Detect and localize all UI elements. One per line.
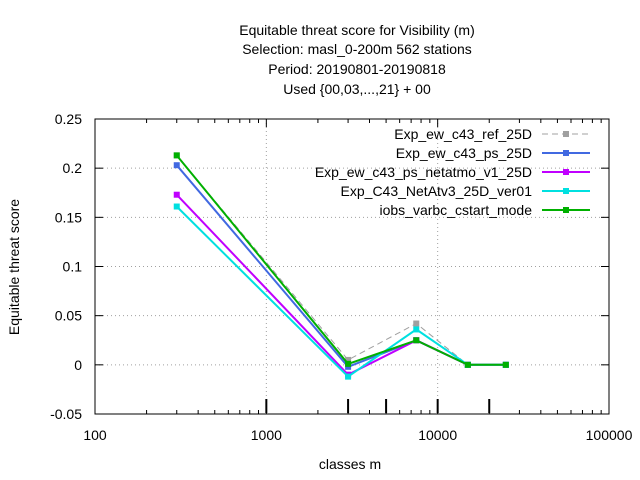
- series-5-point: [464, 361, 471, 368]
- legend-label-5: iobs_varbc_cstart_mode: [379, 202, 532, 218]
- series-2-point: [173, 162, 180, 169]
- title-line-2: Selection: masl_0-200m 562 stations: [242, 41, 472, 57]
- y-tick-label: -0.05: [50, 406, 82, 422]
- legend-label-4: Exp_C43_NetAtv3_25D_ver01: [341, 183, 533, 199]
- axes: -0.05 0 0.05 0.1 0.15 0.2 0.25 100 1000 10000 1000…: [50, 111, 632, 443]
- legend-label-3: Exp_ew_c43_ps_netatmo_v1_25D: [315, 164, 532, 180]
- legend-marker-5: [563, 207, 569, 213]
- series-1-point: [413, 320, 420, 327]
- legend-marker-1: [563, 131, 569, 137]
- series-5-point: [173, 152, 180, 159]
- y-tick-label: 0.2: [63, 160, 83, 176]
- x-axis-label: classes m: [319, 456, 381, 472]
- series-1-point: [345, 356, 352, 363]
- series-line-3: [175, 194, 506, 376]
- series-5-point: [502, 361, 509, 368]
- legend-marker-2: [563, 150, 569, 156]
- chart-title: Equitable threat score for Visibility (m…: [239, 22, 475, 97]
- series-4-point: [413, 326, 420, 333]
- x-tick-label: 1000: [251, 427, 282, 443]
- legend-marker-4: [563, 188, 569, 194]
- x-tick-label: 10000: [418, 427, 457, 443]
- legend-label-2: Exp_ew_c43_ps_25D: [396, 145, 532, 161]
- x-tick-label: 100000: [586, 427, 633, 443]
- legend-label-1: Exp_ew_c43_ref_25D: [394, 126, 532, 142]
- series-5-point: [345, 360, 352, 367]
- x-tick-label: 100: [83, 427, 107, 443]
- y-tick-label: 0.15: [55, 209, 82, 225]
- title-line-4: Used {00,03,...,21} + 00: [283, 81, 431, 97]
- y-axis-label: Equitable threat score: [6, 199, 22, 335]
- y-tick-label: 0: [74, 357, 82, 373]
- series-4-point: [345, 373, 352, 380]
- legend: Exp_ew_c43_ref_25D Exp_ew_c43_ps_25D Exp_e…: [315, 126, 590, 218]
- y-tick-label: 0.05: [55, 308, 82, 324]
- title-line-3: Period: 20190801-20190818: [268, 61, 446, 77]
- y-tick-label: 0.25: [55, 111, 82, 127]
- legend-marker-3: [563, 169, 569, 175]
- title-line-1: Equitable threat score for Visibility (m…: [239, 22, 475, 38]
- series-4-point: [173, 203, 180, 210]
- series-3-point: [173, 191, 180, 198]
- series-5-point: [413, 337, 420, 344]
- y-tick-label: 0.1: [63, 259, 83, 275]
- series-layer: [173, 152, 509, 380]
